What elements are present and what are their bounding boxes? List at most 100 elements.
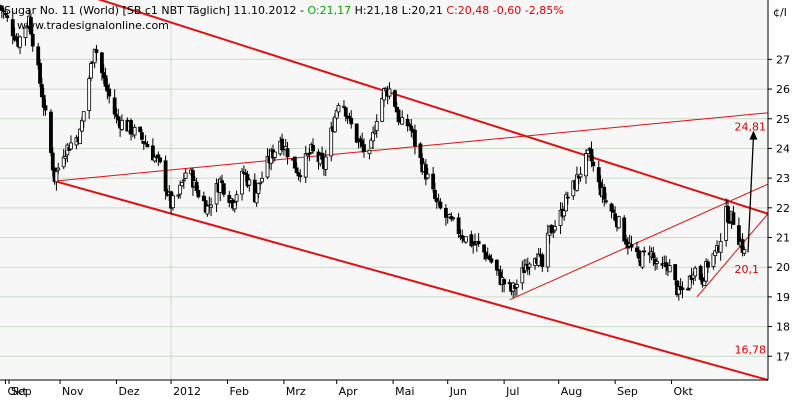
y-tick-label: 22 [776,202,790,215]
chart-header: Sugar No. 11 (World) [SB c1 NBT Täglich]… [4,4,564,17]
x-tick-label: Apr [339,385,359,398]
candle-body [205,205,210,215]
candle-body [18,36,22,48]
y-tick-label: 19 [776,291,790,304]
candle-body [362,144,366,152]
x-tick-label: Dez [118,385,139,398]
candle-body [460,235,465,239]
y-tick-label: 23 [776,172,790,185]
candle-body [585,149,590,155]
candle-body [591,161,596,167]
candle-body [79,120,84,132]
candle-body [201,195,206,201]
candle-body [433,189,437,199]
candle-body [731,212,736,225]
candle-body [39,84,44,98]
x-tick-label: Jun [449,385,467,398]
candle-body [613,213,618,221]
candle-body [143,142,148,145]
candle-body [456,217,461,235]
candle-body [602,186,607,200]
y-tick-label: 24 [776,142,790,155]
candle-body [332,116,337,133]
candle-body [221,183,226,195]
candle-body [616,216,621,229]
candle-body [496,269,501,272]
candle-body [651,252,656,259]
candle-body [367,149,372,155]
candle-body [622,217,627,242]
candle-body [484,252,488,259]
candle-body [742,249,747,254]
candle-body [307,152,312,155]
candle-body [107,88,112,97]
header-prefix: Sugar No. 11 (World) [SB c1 NBT Täglich]… [4,4,307,17]
candle-body [553,226,557,231]
trend-line-short-rising-trend [696,213,769,298]
candle-body [5,15,10,19]
candle-body [380,97,385,122]
candle-body [718,241,723,253]
candle-body [180,182,184,187]
candle-body [489,258,494,263]
candle-body [565,196,570,199]
trend-line-lower-rising-trend [509,183,769,301]
candle-body [132,127,137,136]
candle-body [413,129,417,147]
trend-line-upper-channel [97,0,769,215]
x-tick-label: Nov [62,385,84,398]
candle-body [425,173,430,179]
x-tick-label: 2012 [173,385,201,398]
candle-body [138,126,143,132]
candle-body [642,250,647,253]
candle-body [400,117,405,125]
y-tick-label: 18 [776,321,790,334]
candle-body [220,180,224,184]
candle-body [667,265,672,273]
candle-body [140,132,144,140]
y-tick-label: 20 [776,261,790,274]
watermark: www.tradesignalonline.com [17,19,169,32]
candle-body [176,194,181,197]
candle-body [158,157,163,163]
x-tick-label: Okt [674,385,694,398]
candle-body [272,151,277,158]
projection-arrow-line [747,136,755,253]
candle-body [298,175,303,177]
candle-body [373,131,377,135]
trend-line-upper-rising-trend [54,112,769,182]
candle-body [604,200,608,203]
candle-body [540,254,545,268]
candle-body [693,267,698,277]
plot-background [0,0,768,380]
candle-body [285,148,290,158]
candle-body [87,78,92,111]
candle-body [103,75,108,87]
candle-body [443,207,448,218]
candle-body [407,123,412,127]
y-tick-label: 21 [776,232,790,245]
candle-body [256,182,261,194]
candle-body [469,234,474,247]
candle-body [232,202,237,210]
candle-body [686,288,690,291]
candle-body [726,206,730,223]
candle-body [349,117,354,125]
candle-body [706,261,710,268]
candle-body [463,236,468,243]
candle-body [584,153,588,177]
candle-body [323,156,328,170]
candle-body [0,5,4,11]
x-tick-label: Mrz [286,385,306,398]
candle-body [43,105,48,111]
candle-body [514,284,519,288]
x-tick-label: Aug [561,385,582,398]
candle-body [629,244,634,248]
candle-body [507,282,512,285]
candle-body [145,143,150,148]
candle-body [589,148,594,162]
candle-body [56,167,61,171]
candle-body [354,123,359,143]
candle-body [292,156,297,169]
candle-body [451,217,456,220]
